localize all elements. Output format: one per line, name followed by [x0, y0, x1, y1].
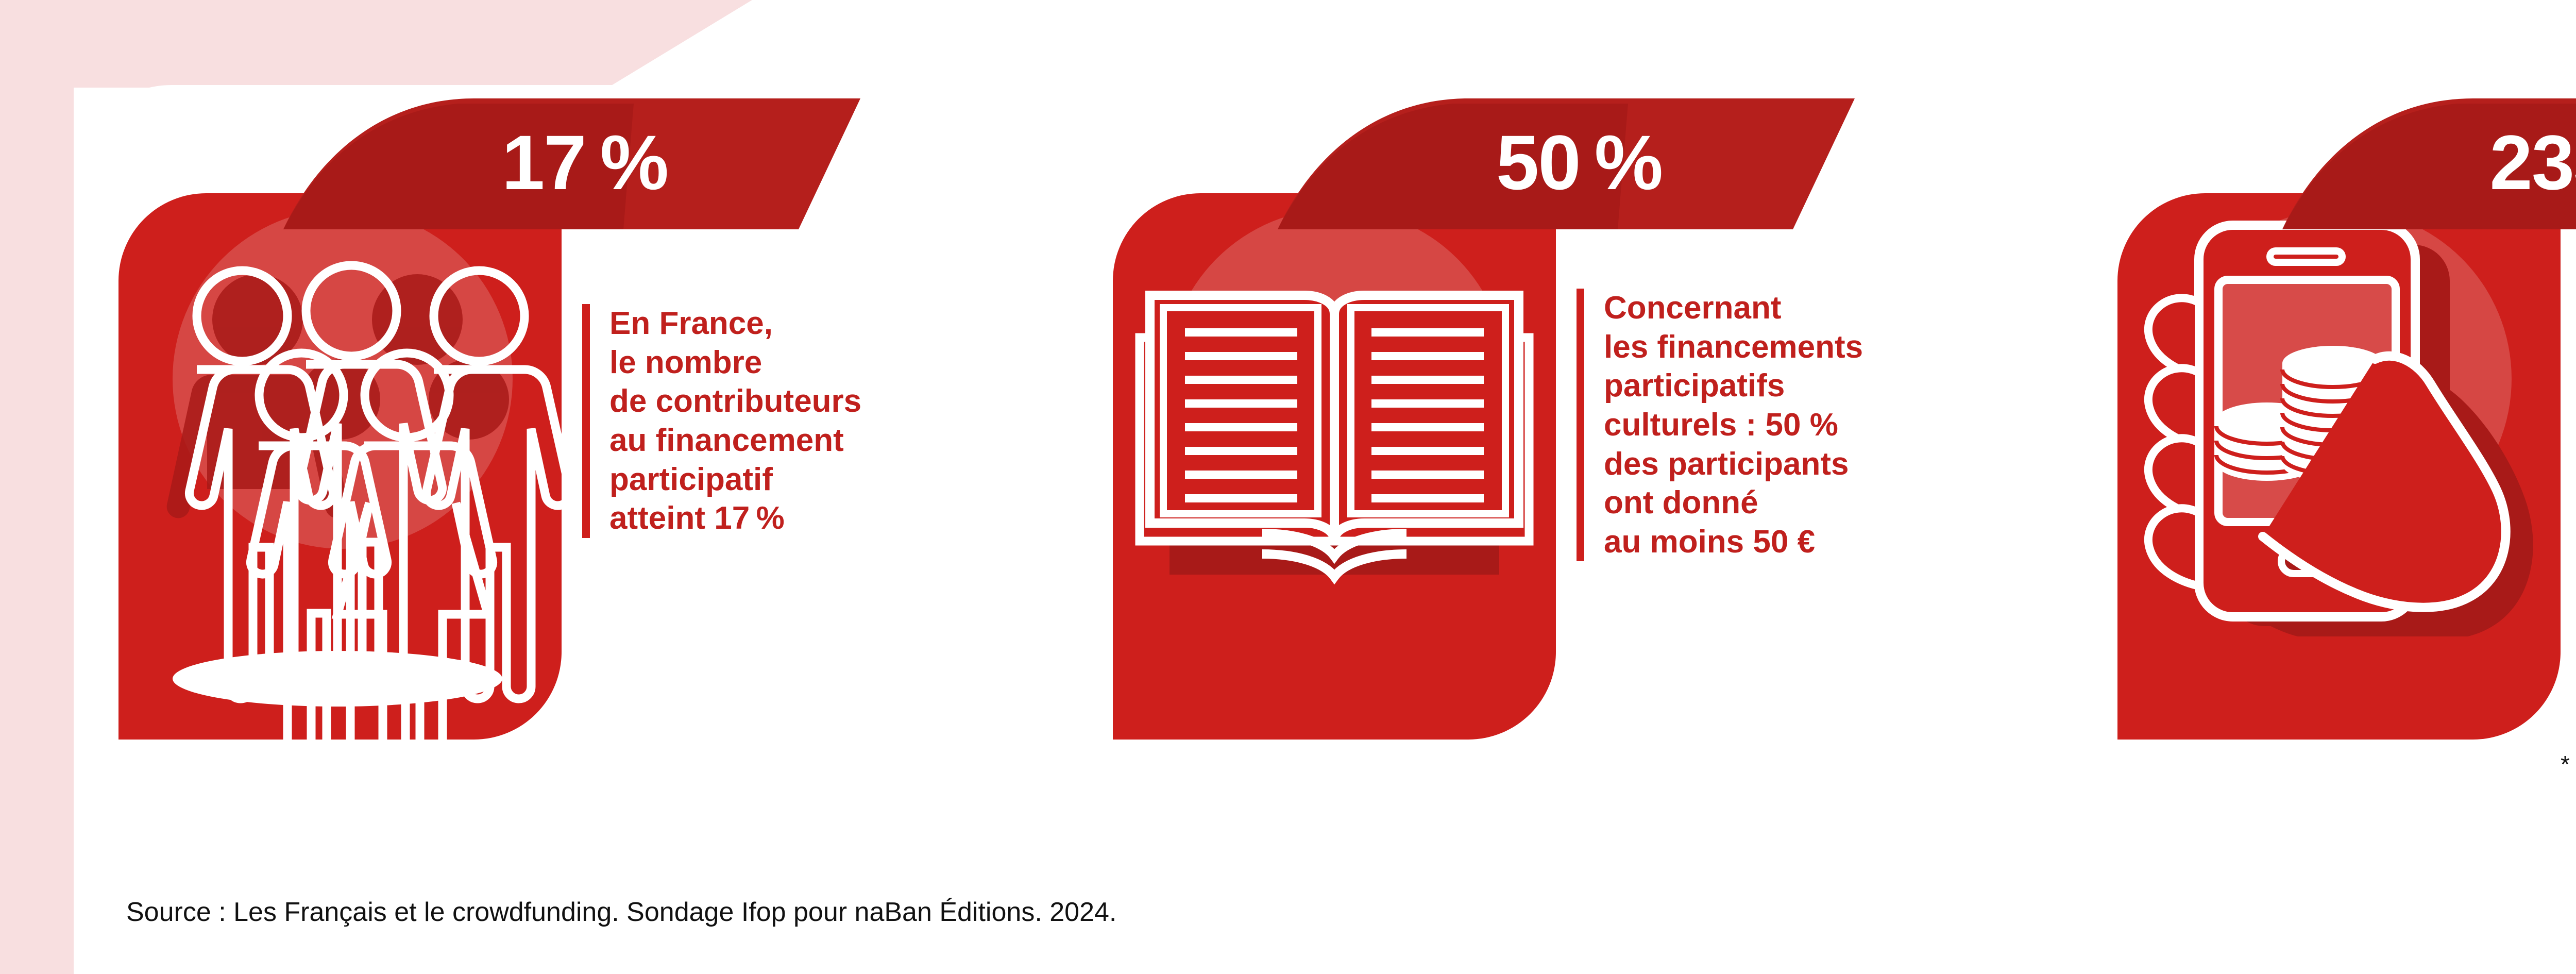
- accent-rule: [1577, 289, 1584, 562]
- open-book-icon: [1135, 291, 1534, 585]
- statement-text: En France, le nombre de contributeurs au…: [609, 304, 861, 538]
- stat-card-cultural-funding: 50 % Concernant les financements partici…: [1097, 98, 2025, 768]
- statement-line: participatif: [609, 461, 773, 497]
- hand-holding-phone-coins-icon: [2144, 221, 2533, 636]
- statement-line: au moins 50 €: [1604, 524, 1816, 560]
- statement-line: les financements: [1604, 329, 1863, 365]
- stat-card-contributors: 17 % En France, le nombre de contributeu…: [103, 98, 1030, 768]
- statement-text: Concernant les financements participatif…: [1604, 289, 1863, 561]
- ribbon-shape: [1278, 98, 1855, 229]
- background-pink-left-strip: [0, 85, 74, 974]
- statement-line: ont donné: [1604, 485, 1758, 521]
- accent-rule: [582, 304, 590, 538]
- statement-line: En France,: [609, 306, 773, 341]
- statement-block-cultural-funding: Concernant les financements participatif…: [1577, 289, 1863, 562]
- icon-block-book: [1113, 193, 1556, 740]
- banner-ribbon-17: 17 %: [252, 95, 860, 229]
- background-pink-top: [0, 0, 752, 88]
- banner-ribbon-50: 50 %: [1247, 95, 1855, 229]
- statement-line: des participants: [1604, 446, 1849, 482]
- footnote-line: * porté par quelques: [2561, 751, 2570, 778]
- statement-line: Concernant: [1604, 290, 1782, 326]
- footnote: * porté par quelques segments de populat…: [2561, 750, 2576, 839]
- source-note: Source : Les Français et le crowdfunding…: [126, 897, 1117, 927]
- statement-line: le nombre: [609, 344, 762, 380]
- statement-line: atteint 17 %: [609, 500, 785, 536]
- statement-block-contributors: En France, le nombre de contributeurs au…: [582, 304, 861, 538]
- banner-value: 17 %: [501, 119, 669, 206]
- banner-value: 50 %: [1496, 119, 1663, 206]
- banner-value: 233 €: [2489, 119, 2576, 206]
- stat-card-average-amount: 233 € Le montant moyen* de la participat…: [2102, 98, 2576, 768]
- white-top-right-fill: [608, 0, 2576, 88]
- footnote-line: segments de population: [2561, 780, 2576, 810]
- footnote-line: plus dépensiers.: [2561, 809, 2576, 839]
- statement-line: de contributeurs: [609, 383, 862, 419]
- icon-block-people: [118, 193, 562, 740]
- banner-ribbon-233: 233 €: [2251, 95, 2576, 229]
- statement-line: culturels : 50 %: [1604, 407, 1838, 443]
- people-group-icon: [166, 261, 562, 740]
- ribbon-shape: [283, 98, 860, 229]
- icon-block-phone: [2117, 193, 2561, 740]
- statement-line: participatifs: [1604, 368, 1785, 404]
- statement-line: au financement: [609, 422, 844, 458]
- ribbon-shape: [2282, 98, 2576, 229]
